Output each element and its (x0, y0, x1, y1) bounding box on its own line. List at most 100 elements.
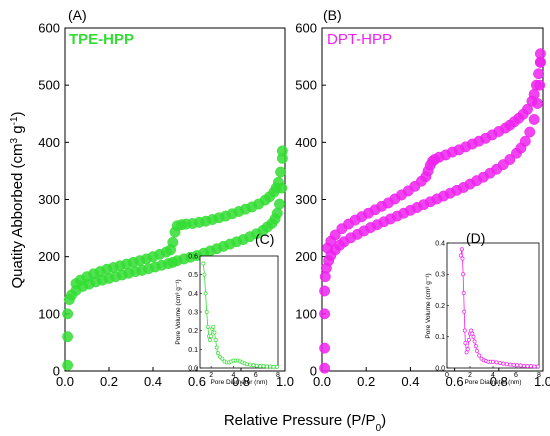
inset-d-x-ticks: 0 2 4 6 8 (445, 366, 541, 379)
a-y-tick-label: 500 (38, 78, 60, 93)
inset-d-point (529, 364, 533, 369)
inset-c-point (274, 364, 279, 369)
inset-c-point (261, 364, 266, 369)
inset-c-point (209, 334, 214, 339)
inset-c-point (214, 345, 219, 350)
d-x-tick-label: 8 (537, 372, 541, 379)
panel-a-adsorption-point (274, 198, 285, 210)
b-y-tick-label: 200 (295, 249, 317, 264)
panel-b-desorption-point (534, 56, 546, 68)
inset-d-point (501, 361, 506, 366)
d-x-tick-label: 0 (445, 372, 449, 379)
inset-d-point (462, 328, 467, 333)
a-x-tick-label: 0.2 (100, 374, 118, 389)
inset-d-point (515, 363, 520, 368)
panel-b-x-ticks: 0.0 0.2 0.4 0.6 0.8 1.0 (313, 367, 550, 389)
panel-a: 0 100 200 300 400 500 600 0.0 0.2 0.4 0.6 0.8 1.0 (… (38, 7, 294, 389)
c-x-tick-label: 8 (276, 372, 280, 379)
y-axis-label-main: Quatity Abborbed (cm (9, 143, 26, 288)
d-y-tick-label: 0.3 (435, 272, 445, 279)
inset-d-point (458, 253, 463, 258)
inset-d-point (511, 362, 516, 367)
panel-b-adsorption-point (528, 114, 540, 125)
inset-c-point (201, 261, 206, 266)
y-axis-label-end: ) (9, 111, 26, 116)
d-y-tick-label: 0.2 (435, 303, 445, 310)
a-y-tick-label: 600 (38, 21, 60, 36)
c-y-tick-label: 0.4 (188, 291, 198, 298)
inset-d-point (460, 256, 465, 261)
inset-c-point (204, 310, 209, 314)
inset-d-point (469, 328, 474, 333)
inset-d-point (460, 247, 464, 252)
b-x-tick-label: 1.0 (534, 374, 550, 389)
inset-d: 0.0 0.1 0.2 0.3 0.4 0 2 4 6 8 (D) Pore Diameter … (425, 230, 541, 386)
panel-a-points (62, 145, 288, 371)
a-x-tick-label: 0.8 (232, 374, 250, 389)
panel-b-adsorption-point (524, 126, 536, 138)
inset-d-point (518, 363, 523, 368)
panel-b-series-label: DPT-HPP (327, 31, 392, 48)
panel-b-adsorption-point (519, 135, 531, 147)
x-axis-label-main: Relative Pressure (P/P (224, 412, 376, 429)
inset-d-point (535, 364, 540, 369)
panel-a-desorption-point (169, 226, 181, 238)
inset-d-xlabel: Pore Diameter (nm) (464, 379, 521, 386)
a-y-tick-label: 400 (38, 135, 60, 150)
inset-c-point (264, 364, 269, 369)
b-y-tick-label: 500 (295, 78, 317, 93)
b-y-tick-label: 100 (295, 306, 317, 321)
inset-c-point (268, 364, 273, 369)
inset-d-point (472, 339, 477, 344)
panel-a-adsorption-point (62, 308, 74, 320)
inset-d-points (458, 247, 540, 369)
inset-d-point (471, 334, 476, 339)
inset-c-point (244, 362, 249, 367)
panel-a-adsorption-point (271, 207, 283, 219)
inset-c-frame (199, 255, 279, 369)
panel-b-desorption-point (530, 79, 542, 91)
panel-a-adsorption-point (62, 359, 74, 371)
b-x-tick-label: 0.8 (490, 374, 508, 389)
b-x-tick-label: 0.2 (357, 374, 375, 389)
c-y-tick-label: 0.0 (188, 365, 198, 372)
c-x-tick-label: 4 (231, 372, 235, 379)
inset-d-point (470, 331, 475, 336)
a-x-tick-label: 1.0 (276, 374, 294, 389)
inset-c-point (213, 338, 218, 342)
a-y-tick-label: 100 (38, 306, 60, 321)
inset-c-point (212, 330, 217, 335)
panel-a-series-label: TPE-HPP (69, 31, 134, 48)
panel-b-adsorption-point (319, 362, 331, 374)
inset-d-point (497, 361, 502, 365)
b-y-tick-label: 0 (310, 364, 317, 379)
panel-b-desorption-point (322, 242, 333, 254)
inset-d-point (532, 364, 537, 369)
inset-d-point (474, 348, 479, 353)
inset-c-point (215, 351, 220, 356)
inset-c-y-ticks: 0.0 0.1 0.2 0.3 0.4 0.5 0.6 (188, 253, 202, 372)
inset-d-y-ticks: 0.0 0.1 0.2 0.3 0.4 (435, 240, 449, 372)
inset-d-point (491, 359, 495, 364)
inset-d-label: (D) (466, 230, 485, 246)
panel-a-x-ticks: 0.0 0.2 0.4 0.6 0.8 1.0 (56, 367, 294, 389)
inset-c-point (208, 338, 212, 342)
y-axis-label-sup: 3 (9, 137, 20, 143)
y-axis-label-sup2: -1 (9, 116, 20, 125)
c-y-tick-label: 0.5 (188, 272, 198, 279)
a-y-tick-label: 0 (53, 364, 60, 379)
inset-d-point (465, 347, 470, 352)
inset-c: 0.0 0.1 0.2 0.3 0.4 0.5 0.6 2 4 6 8 (C) Pore Diam… (175, 231, 280, 386)
inset-d-point (461, 291, 466, 295)
c-y-tick-label: 0.6 (188, 253, 198, 260)
panel-a-label: (A) (68, 7, 87, 23)
a-x-tick-label: 0.0 (56, 374, 74, 389)
c-y-tick-label: 0.3 (188, 309, 198, 316)
inset-d-point (525, 364, 530, 369)
x-axis-label-end: ) (381, 412, 386, 429)
inset-c-point (258, 364, 263, 369)
x-axis-label-sub: 0 (376, 423, 382, 434)
inset-c-point (271, 364, 276, 369)
c-y-tick-label: 0.2 (188, 328, 198, 335)
